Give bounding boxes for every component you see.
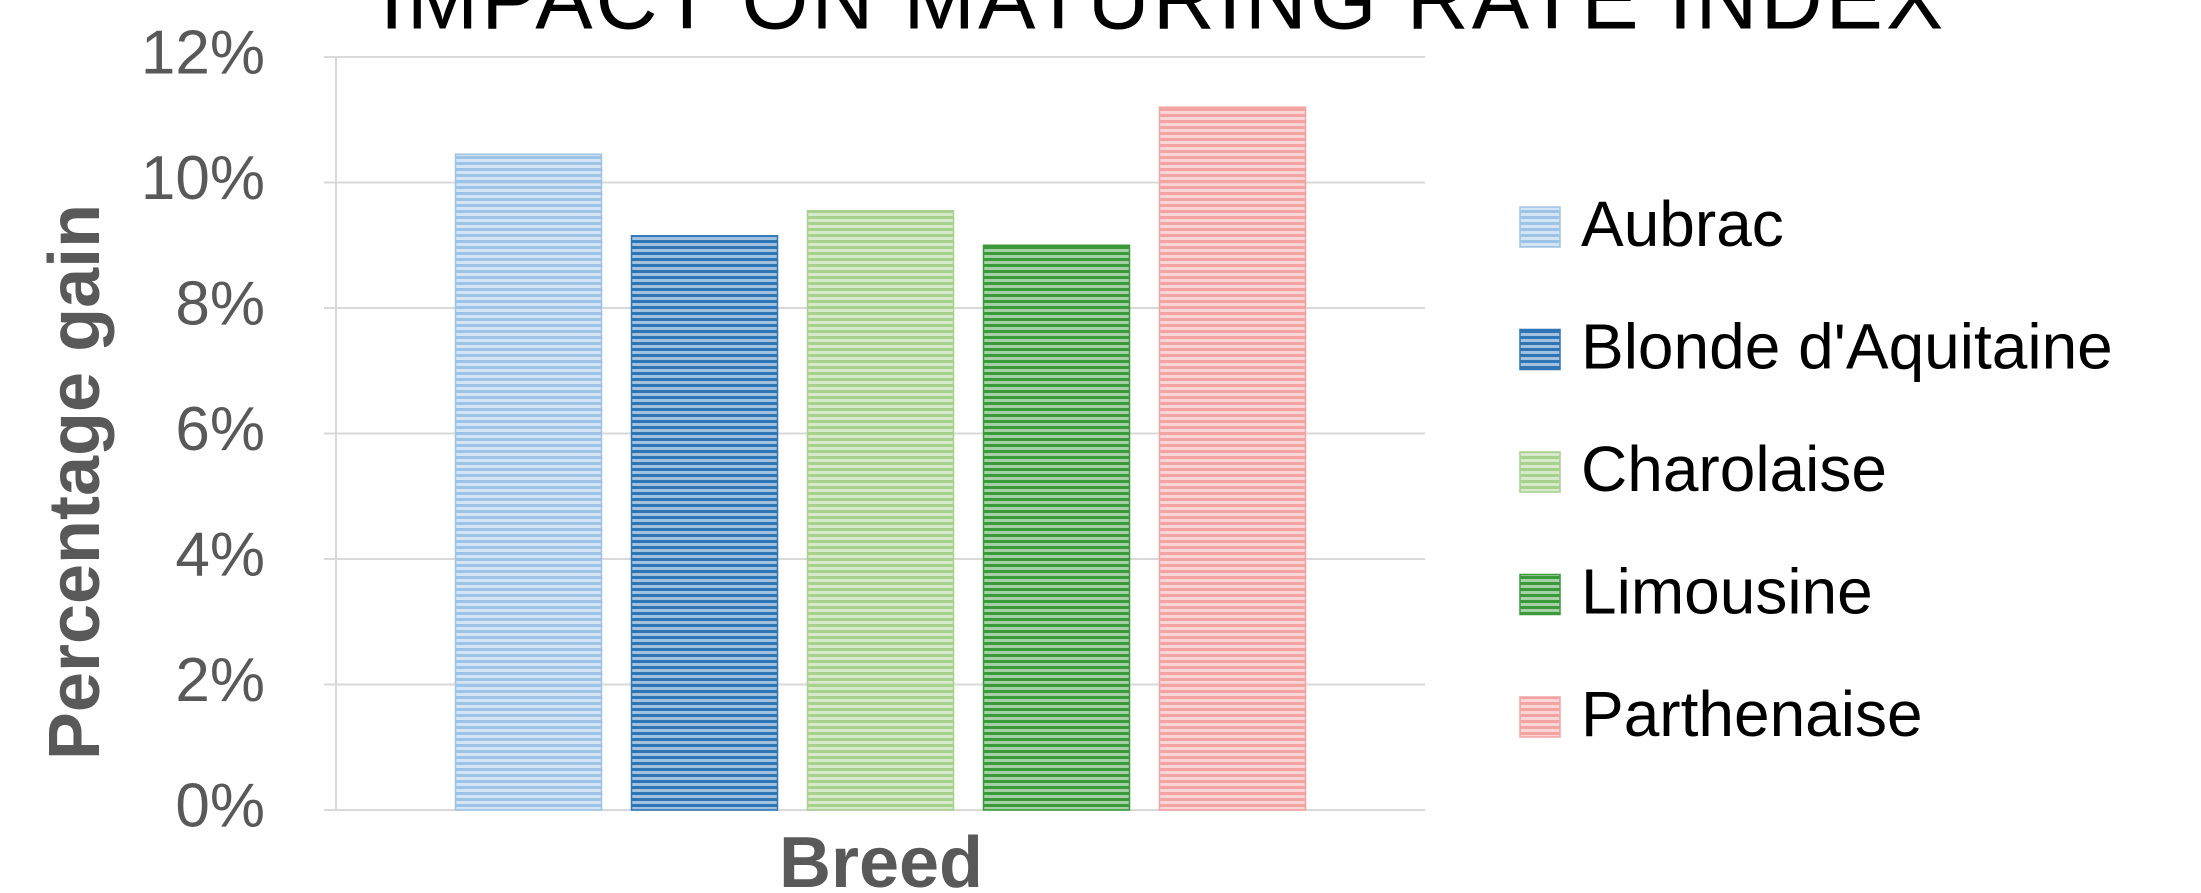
legend-label: Parthenaise xyxy=(1581,678,1923,750)
legend-label: Aubrac xyxy=(1581,188,1784,260)
legend-swatch xyxy=(1519,696,1561,738)
legend-label: Blonde d'Aquitaine xyxy=(1581,310,2113,382)
y-tick-label: 10% xyxy=(141,144,265,213)
legend-label: Charolaise xyxy=(1581,433,1887,505)
y-tick-label: 2% xyxy=(175,646,265,715)
x-axis-title: Breed xyxy=(779,823,983,893)
y-tick-label: 12% xyxy=(141,18,265,87)
y-tick-label: 6% xyxy=(175,395,265,464)
bar xyxy=(454,153,603,811)
bar xyxy=(806,209,955,811)
chart-title: IMPACT ON MATURING RATE INDEX xyxy=(380,0,1947,48)
legend-label: Limousine xyxy=(1581,555,1873,627)
legend-swatch xyxy=(1519,206,1561,248)
legend-swatch xyxy=(1519,573,1561,616)
bar xyxy=(982,244,1131,811)
y-tick-label: 4% xyxy=(175,520,265,589)
legend-swatch xyxy=(1519,328,1561,371)
legend-swatch xyxy=(1519,451,1561,493)
bar xyxy=(1158,106,1307,811)
y-tick-label: 0% xyxy=(175,771,265,840)
bar xyxy=(630,235,779,811)
y-tick-label: 8% xyxy=(175,269,265,338)
y-axis-title: Percentage gain xyxy=(35,204,115,760)
